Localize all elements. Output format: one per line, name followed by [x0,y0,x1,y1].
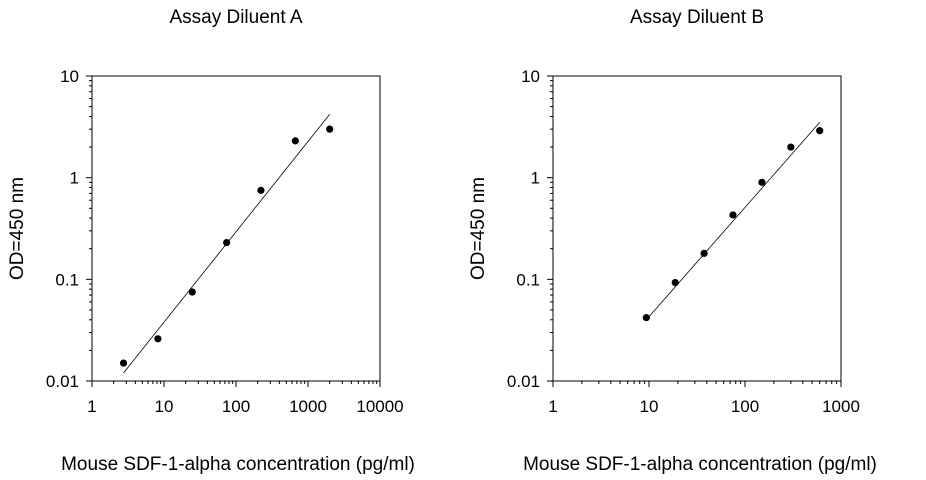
y-tick-label: 10 [60,67,79,86]
y-tick-label: 0.01 [46,372,79,391]
fit-line [646,122,821,321]
x-tick-label: 10000 [356,397,403,416]
data-point [700,249,708,257]
y-tick-label: 10 [521,67,540,86]
y-tick-label: 1 [70,169,79,188]
x-tick-label: 1 [87,397,96,416]
x-axis-label: Mouse SDF-1-alpha concentration (pg/ml) [523,454,877,475]
data-point [758,178,766,186]
y-tick-label: 1 [531,169,540,188]
x-tick-label: 10 [640,397,659,416]
data-point [326,125,334,133]
y-axis-label: OD=450 nm [468,177,489,280]
x-tick-label: 100 [731,397,759,416]
data-point [223,238,231,247]
x-tick-label: 1000 [289,397,327,416]
x-tick-label: 100 [222,397,250,416]
plot-frame [91,75,381,382]
y-tick-label: 0.01 [507,372,540,391]
chart-panel-assay-diluent-a: Assay Diluent A 0.01 0.1 1 10 1 10 100 1000 10000… [7,7,415,475]
x-tick-label: 1000 [822,397,860,416]
data-point [816,127,824,135]
plot-frame [552,75,842,382]
data-point [119,359,128,367]
data-point [291,137,299,145]
x-tick-label: 10 [155,397,174,416]
chart-title: Assay Diluent B [630,7,764,28]
data-point [729,211,737,219]
y-tick-label: 0.1 [516,270,540,289]
chart-title: Assay Diluent A [169,7,302,28]
y-axis-label: OD=450 nm [7,177,28,280]
y-tick-label: 0.1 [55,270,79,289]
data-point [671,278,679,287]
data-point [188,288,196,296]
x-axis-label: Mouse SDF-1-alpha concentration (pg/ml) [61,454,415,475]
data-point [154,335,162,343]
data-point [642,314,650,322]
data-point [257,186,265,194]
data-point [787,143,795,151]
chart-panel-assay-diluent-b: Assay Diluent B 0.01 0.1 1 10 1 10 100 1000 OD=45… [468,7,877,475]
x-tick-label: 1 [548,397,557,416]
